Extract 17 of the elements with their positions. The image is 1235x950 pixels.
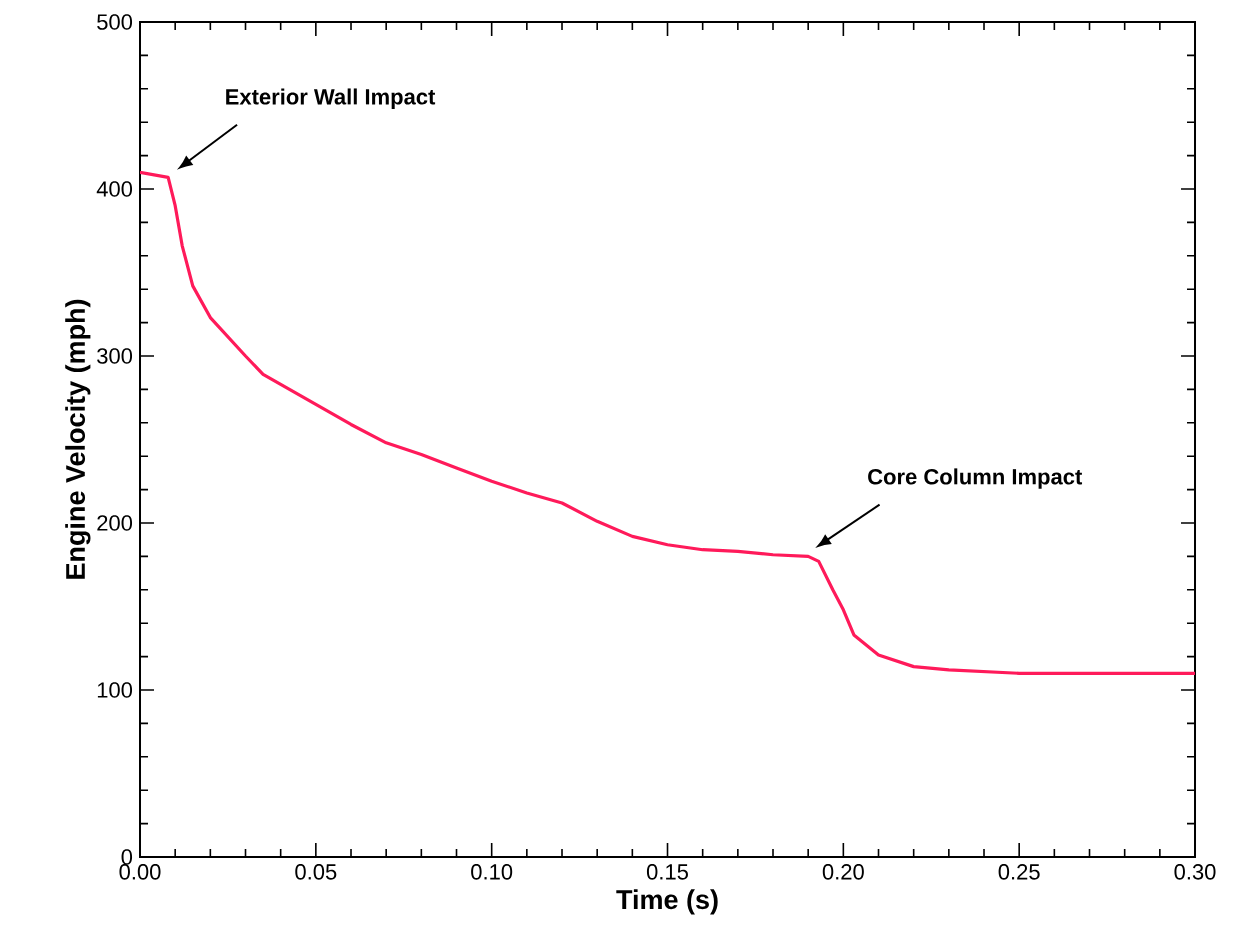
y-tick-label: 500 — [97, 14, 133, 30]
annotation: Exterior Wall Impact — [226, 88, 436, 109]
y-tick-label: 0 — [121, 849, 133, 865]
x-tick-label: 0.00 — [119, 864, 161, 880]
x-tick-label: 0.10 — [471, 864, 513, 880]
x-axis-title: Time (s) — [616, 889, 718, 915]
y-tick-label: 300 — [97, 348, 133, 364]
y-tick-label: 100 — [97, 682, 133, 698]
y-axis-title: Engine Velocity (mph) — [65, 299, 91, 579]
x-tick-label: 0.25 — [998, 864, 1040, 880]
x-tick-label: 0.15 — [646, 864, 688, 880]
x-tick-label: 0.30 — [1174, 864, 1216, 880]
y-tick-label: 400 — [96, 181, 133, 197]
x-tick-label: 0.20 — [822, 864, 864, 880]
x-tick-label: 0.05 — [295, 864, 337, 880]
y-tick-label: 200 — [97, 515, 133, 531]
annotation: Core Column Impact — [868, 468, 1083, 489]
